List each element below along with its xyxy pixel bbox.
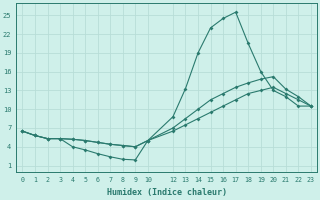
X-axis label: Humidex (Indice chaleur): Humidex (Indice chaleur) [107, 188, 227, 197]
